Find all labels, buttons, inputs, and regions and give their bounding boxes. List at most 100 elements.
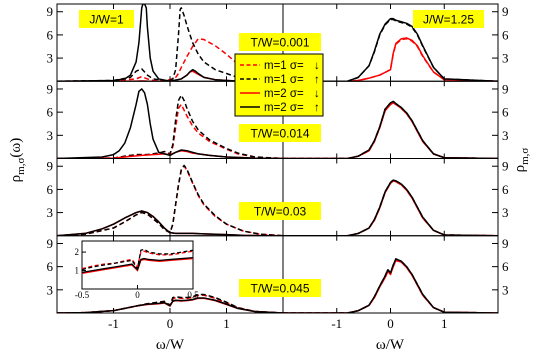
- series-line-m2-up: [283, 258, 498, 313]
- inset-xtick-label: -0.5: [75, 290, 90, 300]
- ytick-label: 3: [47, 282, 54, 297]
- ytick-label: 6: [47, 105, 54, 120]
- temperature-label-3: T/W=0.03: [239, 202, 321, 220]
- ytick-label: 6: [502, 27, 509, 42]
- xtick-label: 0: [167, 316, 174, 331]
- panel-frame: [282, 158, 499, 237]
- ytick-label: 6: [502, 182, 509, 197]
- ytick-label: 9: [502, 81, 509, 96]
- legend-spin-arrow: ↓: [314, 88, 320, 100]
- series-line-m2-up: [283, 17, 498, 82]
- panel-frame: [56, 158, 284, 237]
- yaxis-title-left-tail: (ω): [8, 138, 24, 158]
- ytick-label: 6: [47, 27, 54, 42]
- ytick-label: 6: [47, 259, 54, 274]
- ytick-label: 3: [502, 51, 509, 66]
- series-group: [283, 179, 498, 236]
- inset-line-m2-up: [82, 256, 193, 274]
- temperature-label-2-text: T/W=0.014: [250, 126, 309, 140]
- series-line-m1-up: [57, 164, 283, 236]
- temperature-label-1: T/W=0.001: [239, 33, 321, 51]
- ytick-label: 9: [502, 236, 509, 251]
- inset-ytick-label: 1: [75, 266, 80, 276]
- series-line-m1-down: [57, 165, 283, 236]
- series-line-m1-down: [57, 38, 283, 82]
- legend-spin-arrow: ↑: [314, 74, 320, 86]
- xaxis-title-left: ω/W: [156, 337, 185, 353]
- series-line-m2-up: [283, 100, 498, 159]
- legend-label: m=2 σ=: [264, 88, 304, 100]
- ytick-label: 9: [47, 81, 54, 96]
- panel-right-1: 3 6 9: [282, 3, 509, 82]
- ytick-label: 9: [502, 159, 509, 174]
- series-line-m2-up: [57, 297, 283, 313]
- inset: 1 2 -0.5 0 0.5: [75, 240, 199, 300]
- legend-spin-arrow: ↑: [314, 102, 320, 114]
- ytick-label: 3: [47, 51, 54, 66]
- yaxis-title-left-main: ρ: [8, 175, 24, 183]
- temperature-label-2-bg: [239, 124, 321, 142]
- xtick-label: 1: [223, 316, 230, 331]
- series-line-m2-up: [57, 4, 283, 82]
- yaxis-title-left-sub: m,σ: [15, 158, 27, 175]
- legend: m=1 σ= ↓ m=1 σ= ↑ m=2 σ= ↓ m=2 σ= ↑: [234, 53, 324, 117]
- inset-xtick-label: 0.5: [187, 290, 199, 300]
- series-group: [283, 258, 498, 313]
- ytick-label: 3: [502, 205, 509, 220]
- label-j-right-bg: [413, 10, 484, 28]
- ytick-label: 6: [502, 259, 509, 274]
- legend-label: m=1 σ=: [264, 74, 304, 86]
- xtick-label: -1: [331, 316, 342, 331]
- ytick-label: 6: [502, 105, 509, 120]
- yaxis-title-right-sub: m,σ: [519, 148, 531, 165]
- ytick-label: 3: [502, 282, 509, 297]
- temperature-label-1-text: T/W=0.001: [250, 35, 309, 49]
- label-j-right: J/W=1.25: [413, 10, 484, 28]
- label-j-left-bg: [79, 10, 134, 28]
- ytick-label: 9: [47, 236, 54, 251]
- ytick-label: 9: [502, 4, 509, 19]
- temperature-label-3-bg: [239, 202, 321, 220]
- xtick-label: 1: [441, 316, 448, 331]
- series-line-m2-down: [283, 37, 498, 82]
- series-group: [57, 164, 283, 236]
- yaxis-title-left: ρm,σ(ω): [8, 138, 27, 183]
- series-group: [283, 17, 498, 82]
- ytick-label: 3: [47, 128, 54, 143]
- svg-text:ρm,σ(ω): ρm,σ(ω): [8, 138, 27, 183]
- temperature-label-2: T/W=0.014: [239, 124, 321, 142]
- temperature-label-1-bg: [239, 33, 321, 51]
- label-j-left: J/W=1: [79, 10, 134, 28]
- panels-layer: 3 6 9 3 6 9 3 6 9 3 6 9 -1 0 1 3 6 9 3 6 9 3 6 9 3 6 9 -1 0 1 1 2 -0.5 0 0…: [47, 3, 509, 331]
- xtick-label: -1: [108, 316, 119, 331]
- label-j-left-text: J/W=1: [89, 12, 124, 26]
- ytick-label: 3: [502, 128, 509, 143]
- series-line-m2-up: [283, 179, 498, 236]
- temperature-label-3-text: T/W=0.03: [254, 204, 307, 218]
- ytick-label: 9: [47, 4, 54, 19]
- ytick-label: 3: [47, 205, 54, 220]
- yaxis-title-right: ρm,σ: [512, 148, 531, 173]
- inset-series-group: [82, 248, 193, 274]
- label-j-right-text: J/W=1.25: [423, 12, 474, 26]
- svg-text:ρm,σ: ρm,σ: [512, 148, 531, 173]
- labels-layer: J/W=1 J/W=1.25 T/W=0.001 T/W=0.014 T/W=0.03 T…: [8, 10, 531, 353]
- panel-right-3: 3 6 9: [282, 158, 509, 237]
- temperature-label-4-text: T/W=0.045: [250, 281, 309, 295]
- series-line-m2-up: [57, 210, 283, 236]
- legend-label: m=1 σ=: [264, 60, 304, 72]
- legend-spin-arrow: ↓: [314, 60, 320, 72]
- panel-right-4: 3 6 9 -1 0 1: [282, 235, 509, 331]
- series-group: [57, 293, 283, 313]
- xtick-label: 0: [387, 316, 394, 331]
- inset-xtick-label: 0: [135, 290, 140, 300]
- inset-ytick-label: 2: [75, 247, 80, 257]
- series-line-m2-up: [57, 88, 283, 159]
- ytick-label: 6: [47, 182, 54, 197]
- series-line-m1-up: [57, 94, 283, 159]
- panel-left-2: 3 6 9: [47, 80, 284, 159]
- legend-label: m=2 σ=: [264, 102, 304, 114]
- inset-line-m1-down: [82, 250, 193, 270]
- series-group: [57, 88, 283, 159]
